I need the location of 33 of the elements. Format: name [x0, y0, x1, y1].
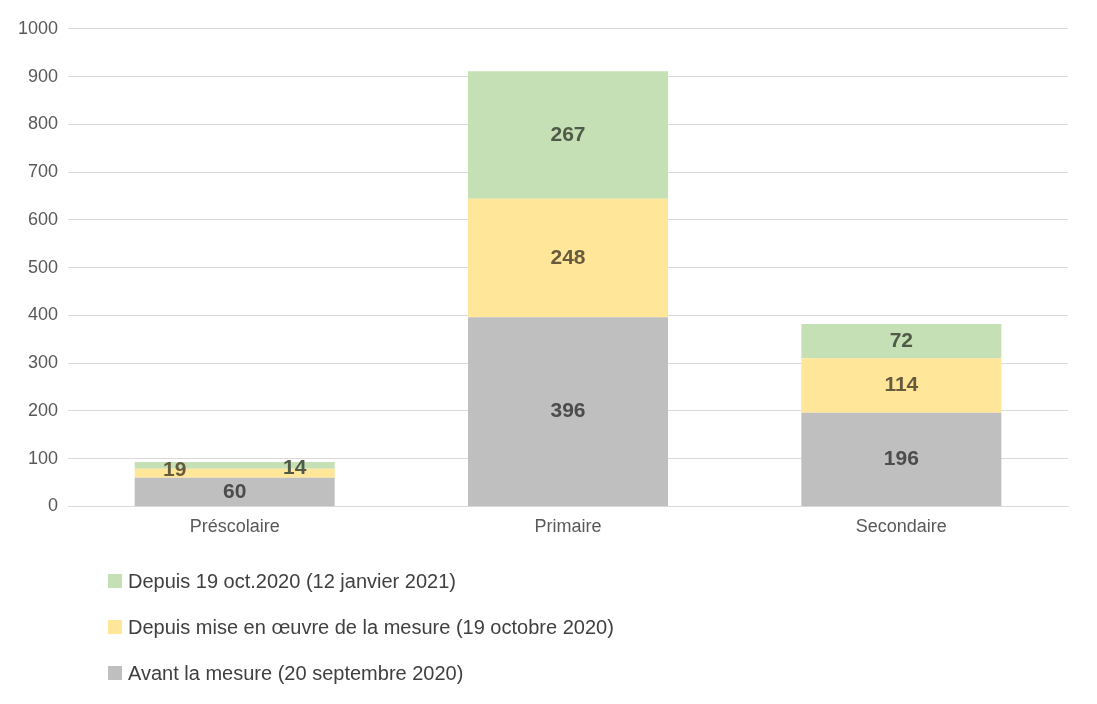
data-label: 60 — [223, 478, 247, 502]
data-label: 14 — [283, 454, 307, 478]
bar — [468, 71, 669, 199]
bar — [468, 317, 669, 506]
legend-label: Depuis 19 oct.2020 (12 janvier 2021) — [128, 569, 456, 593]
y-tick-label: 400 — [28, 304, 59, 325]
data-label: 196 — [883, 446, 919, 470]
bar — [801, 412, 1002, 506]
x-tick-label: Secondaire — [855, 516, 947, 537]
data-label: 248 — [550, 244, 586, 268]
y-tick-label: 700 — [28, 161, 59, 182]
y-tick-label: 200 — [28, 399, 59, 420]
y-tick-label: 600 — [28, 208, 59, 229]
bar — [801, 323, 1002, 359]
y-tick-label: 0 — [48, 495, 59, 516]
y-tick-label: 500 — [28, 256, 59, 277]
y-tick-label: 900 — [28, 65, 59, 86]
bar — [468, 198, 669, 318]
data-label: 396 — [550, 398, 586, 422]
bar — [801, 358, 1002, 413]
y-tick-label: 800 — [28, 113, 59, 134]
y-tick-label: 300 — [28, 352, 59, 373]
legend-label: Depuis mise en œuvre de la mesure (19 octobre 2020) — [128, 615, 614, 639]
y-tick-label: 100 — [28, 447, 59, 468]
legend-label: Avant la mesure (20 septembre 2020) — [128, 661, 464, 685]
y-tick-label: 1000 — [18, 17, 59, 38]
data-label: 19 — [163, 457, 187, 481]
bar — [134, 477, 335, 506]
x-tick-label: Préscolaire — [189, 516, 280, 537]
data-label: 72 — [889, 327, 914, 351]
x-tick-label: Primaire — [534, 516, 602, 537]
data-label: 114 — [884, 372, 919, 396]
data-label: 267 — [550, 121, 586, 145]
